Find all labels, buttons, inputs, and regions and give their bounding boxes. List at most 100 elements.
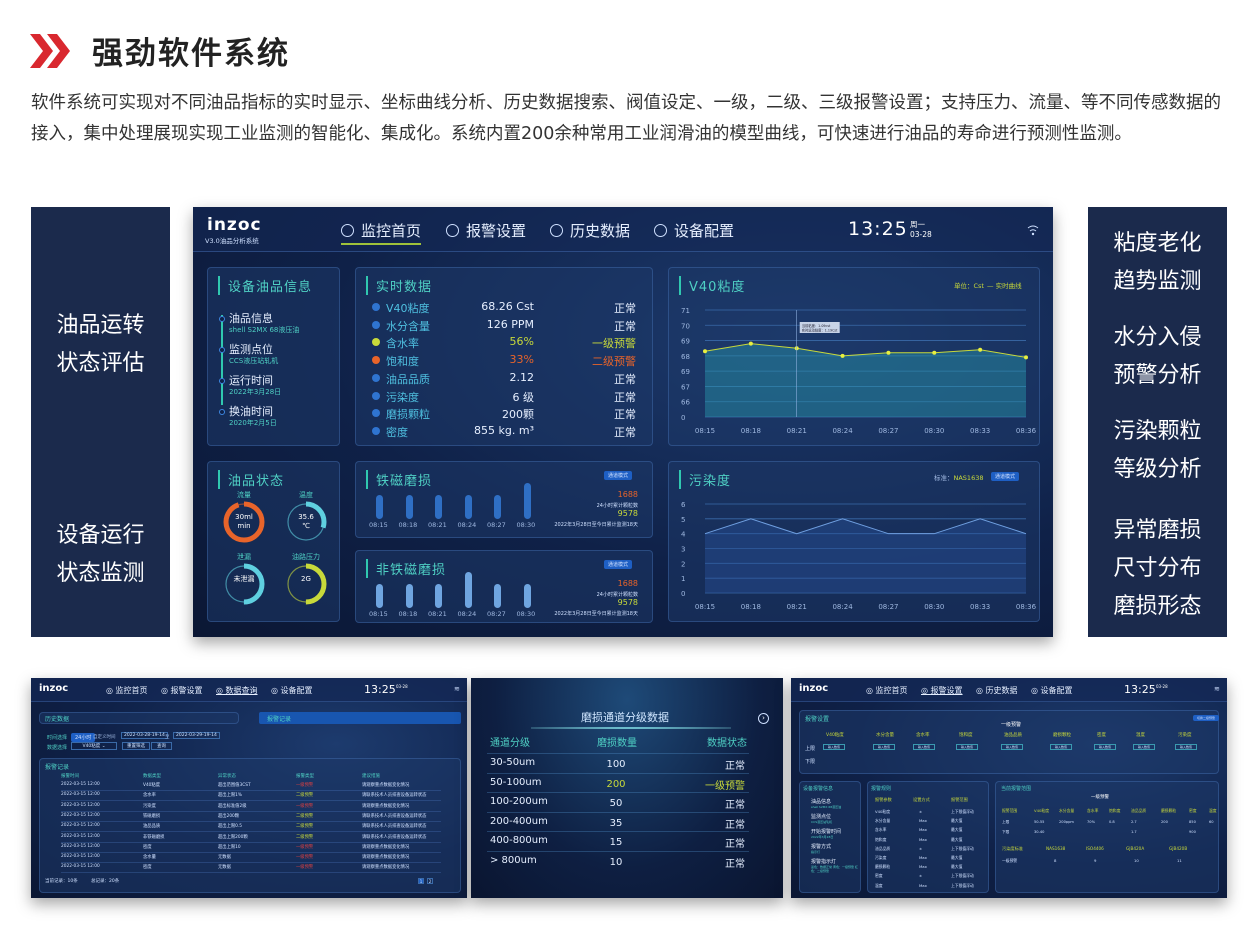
upper-limit-input[interactable]: 输入数值 bbox=[823, 744, 845, 750]
upper-limit-input[interactable]: 输入数值 bbox=[956, 744, 978, 750]
rule-cell: ± bbox=[919, 809, 923, 814]
table-cell: 请观察重点数据变化情况 bbox=[362, 844, 410, 850]
upper-limit-input[interactable]: 输入数值 bbox=[1133, 744, 1155, 750]
upper-limit-input[interactable]: 输入数值 bbox=[1001, 744, 1023, 750]
row-label: 上限 bbox=[805, 746, 816, 752]
nav-tab-3[interactable]: 设备配置 bbox=[654, 220, 734, 241]
bar-tick-label: 08:15 bbox=[369, 610, 388, 618]
since-label: 2022年3月28日至今日累计监测18天 bbox=[554, 522, 638, 528]
rule-cell: Max bbox=[919, 855, 927, 860]
section-title: 报警记录 bbox=[45, 764, 70, 771]
upper-limit-input[interactable]: 输入数值 bbox=[913, 744, 935, 750]
nav-tab-0[interactable]: ◎ 监控首页 bbox=[106, 686, 148, 695]
nav-label: 监控首页 bbox=[875, 686, 908, 695]
nav-tab-0[interactable]: ◎ 监控首页 bbox=[866, 686, 908, 695]
level-label: 一级预警 bbox=[1091, 795, 1109, 800]
wifi-icon[interactable]: ≋ bbox=[1214, 685, 1220, 693]
status-dot bbox=[372, 338, 380, 347]
y-tick-label: 1 bbox=[681, 575, 685, 583]
reset-button[interactable]: 重置筛选 bbox=[122, 742, 150, 750]
to-date-input[interactable]: 2022-03-29-19-14 bbox=[173, 732, 220, 739]
range-cell: 200 bbox=[1161, 820, 1168, 824]
info-label: 报警方式 bbox=[811, 844, 832, 850]
row-divider bbox=[61, 800, 441, 802]
row-divider bbox=[487, 753, 749, 754]
data-status: 正常 bbox=[725, 800, 745, 812]
column-header: 数据状态 bbox=[707, 738, 747, 749]
main-dashboard: inzoc V3.0油品分析系统 13:25 周一 03-28 设备油品信息 油… bbox=[193, 207, 1053, 637]
std-cell: 10 bbox=[1134, 858, 1139, 863]
nav-label: 报警设置 bbox=[466, 222, 527, 240]
query-button[interactable]: 查询 bbox=[151, 742, 172, 750]
nav-tab-3[interactable]: ◎ 设备配置 bbox=[1031, 686, 1073, 695]
wear-bar bbox=[405, 495, 413, 519]
nav-tab-2[interactable]: ◎ 历史数据 bbox=[976, 686, 1018, 695]
info-value: shell S2MX 68液压油 bbox=[811, 805, 842, 809]
row-divider bbox=[61, 862, 441, 864]
channel-mode-button[interactable]: 通道模式 bbox=[604, 560, 633, 569]
upper-limit-input[interactable]: 输入数值 bbox=[1050, 744, 1072, 750]
row-label: 下限 bbox=[805, 759, 816, 765]
upper-limit-input[interactable]: 输入数值 bbox=[1094, 744, 1116, 750]
y-tick-label: 71 bbox=[681, 307, 690, 315]
switch-level-button[interactable]: 切换二级预警 bbox=[1193, 715, 1220, 721]
select-value: V40粘度 bbox=[82, 744, 101, 749]
channel-mode-button[interactable]: 通道模式 bbox=[604, 471, 633, 480]
nav-tab-2[interactable]: ◎ 数据查询 bbox=[216, 686, 258, 695]
status-dot bbox=[372, 303, 380, 311]
gauge-value: 35.6 ℃ bbox=[298, 513, 314, 530]
rule-cell: 最大值 bbox=[951, 836, 963, 842]
tab-label[interactable]: 报警记录 bbox=[267, 716, 292, 723]
rule-cell: 上下限值浮动 bbox=[951, 873, 974, 879]
from-date-input[interactable]: 2022-03-28-19-14 bbox=[121, 732, 168, 739]
table-cell: 2022-03-15 12:00 bbox=[61, 843, 100, 849]
feature-label: 预警分析 bbox=[1113, 363, 1202, 388]
series-line bbox=[704, 518, 1027, 535]
section-title: 报警规则 bbox=[871, 786, 892, 792]
wear-bar bbox=[464, 495, 472, 519]
feature-label: 磨损形态 bbox=[1113, 594, 1202, 619]
nav-tab-3[interactable]: ◎ 设备配置 bbox=[271, 686, 313, 695]
24h-button[interactable]: 24小时 bbox=[71, 733, 96, 742]
metric-name: 污染度 bbox=[386, 390, 419, 404]
page-button[interactable]: 1 bbox=[418, 878, 424, 884]
column-header: 报警范围 bbox=[951, 797, 968, 802]
upper-limit-input[interactable]: 输入数值 bbox=[873, 744, 895, 750]
x-tick-label: 08:30 bbox=[924, 427, 944, 435]
nav-tab-0[interactable]: 监控首页 bbox=[341, 220, 422, 245]
table-cell: 2022-03-15 12:00 bbox=[61, 864, 100, 870]
wear-bar bbox=[464, 572, 472, 608]
table-cell: 请观察重点数据变化情况 bbox=[362, 803, 410, 809]
alarm-tab[interactable] bbox=[259, 712, 461, 724]
nav-label: 设备配置 bbox=[674, 222, 735, 240]
page-button[interactable]: 2 bbox=[427, 878, 433, 884]
intro-paragraph: 软件系统可实现对不同油品指标的实时显示、坐标曲线分析、历史数据搜索、阀值设定、一… bbox=[31, 93, 1221, 144]
gauge-ring bbox=[223, 563, 265, 605]
nav-tab-1[interactable]: 报警设置 bbox=[446, 220, 526, 241]
nav-tab-2[interactable]: 历史数据 bbox=[550, 220, 630, 241]
column-header: 含水率 bbox=[1087, 808, 1099, 813]
table-cell: 密度 bbox=[143, 865, 152, 871]
rule-cell: 最大值 bbox=[951, 827, 963, 833]
channel-mode-button[interactable]: 通道模式 bbox=[991, 472, 1020, 481]
panel-title: 非铁磁磨损 bbox=[366, 559, 446, 578]
table-cell: 二级预警 bbox=[296, 824, 314, 830]
column-header: 报警类型 bbox=[296, 774, 314, 779]
next-arrow-icon[interactable]: › bbox=[758, 713, 769, 724]
table-cell: 2022-03-15 12:00 bbox=[61, 823, 100, 829]
column-header: 通道分级 bbox=[490, 738, 530, 749]
nav-label: 监控首页 bbox=[115, 686, 148, 695]
wifi-icon[interactable]: ≋ bbox=[454, 685, 460, 693]
title-glow bbox=[531, 727, 731, 729]
wifi-icon[interactable] bbox=[1027, 224, 1039, 236]
data-select[interactable]: V40粘度 ⌄ bbox=[71, 742, 117, 750]
rule-cell: 最大值 bbox=[951, 855, 963, 860]
nav-tab-1[interactable]: ◎ 报警设置 bbox=[921, 686, 963, 695]
upper-limit-input[interactable]: 输入数值 bbox=[1175, 744, 1197, 750]
panel-title: V40粘度 bbox=[679, 276, 745, 295]
rule-cell: 含水率 bbox=[875, 827, 887, 833]
rule-cell: ± bbox=[919, 845, 923, 851]
logo: inzoc bbox=[39, 683, 69, 694]
nav-tab-1[interactable]: ◎ 报警设置 bbox=[161, 686, 203, 695]
param-label: 密度 bbox=[1097, 733, 1106, 738]
